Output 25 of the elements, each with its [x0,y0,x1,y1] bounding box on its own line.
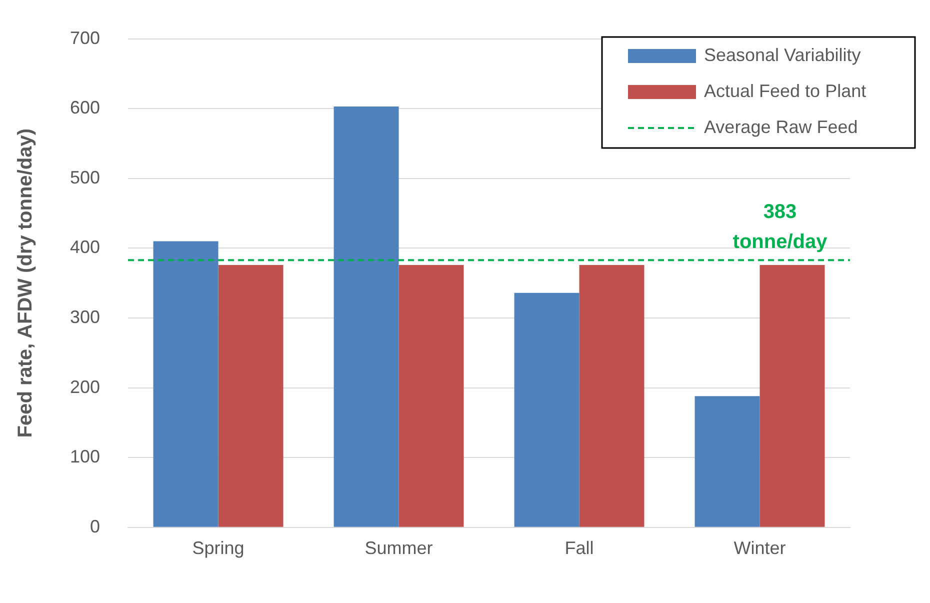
x-tick-label: Summer [364,538,433,558]
x-tick-label: Spring [192,538,244,558]
bar [218,264,284,527]
annotation: 383 tonne/day [732,201,828,254]
bar [579,264,644,527]
legend-label: Actual Feed to Plant [704,80,866,101]
y-tick-label: 300 [70,306,100,327]
y-tick-label: 0 [90,516,100,536]
bar [153,241,218,527]
y-axis-title: Feed rate, AFDW (dry tonne/day) [14,128,37,438]
x-tick-label: Fall [564,538,594,558]
legend-label: Seasonal Variability [704,44,861,65]
y-tick-label: 400 [70,237,100,258]
bar [334,106,399,527]
y-tick-label: 200 [70,376,100,397]
y-tick-label: 100 [70,446,100,467]
bar [760,264,825,527]
legend-label: Average Raw Feed [704,116,858,137]
y-tick-label: 700 [70,28,100,48]
y-tick-label: 600 [70,98,100,118]
bar [398,264,464,527]
x-tick-label: Winter [734,538,786,558]
y-tick-label: 500 [70,167,100,188]
bar [514,292,580,527]
bar [694,396,760,527]
